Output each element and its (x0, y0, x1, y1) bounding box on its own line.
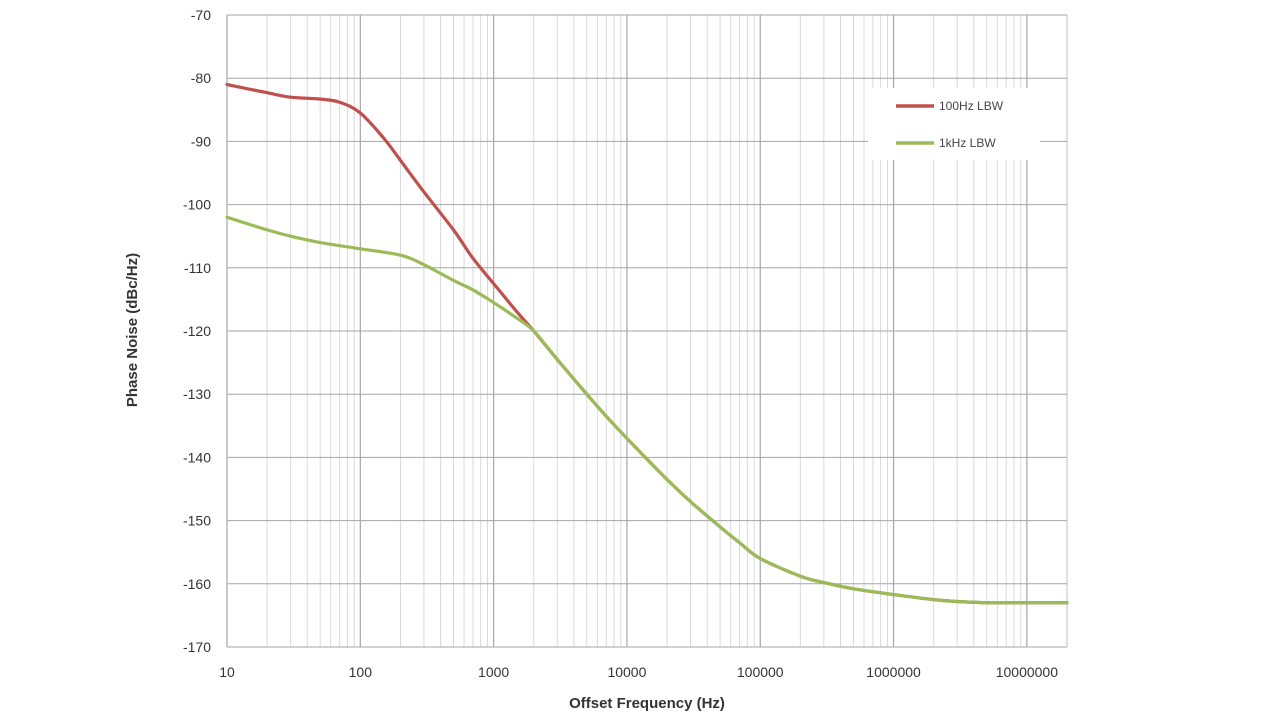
x-tick-label: 10 (219, 664, 235, 680)
y-tick-label: -120 (183, 323, 211, 339)
y-tick-label: -70 (191, 7, 211, 23)
y-tick-label: -130 (183, 386, 211, 402)
y-tick-label: -110 (184, 260, 211, 276)
series-line-1khz-lbw (225, 215, 1069, 605)
major-gridlines (226, 14, 1068, 648)
x-tick-label: 10000000 (996, 664, 1059, 680)
series-lines (225, 82, 1069, 605)
legend-label-100hz-lbw: 100Hz LBW (939, 99, 1004, 113)
x-tick-label: 100 (349, 664, 373, 680)
x-axis-title: Offset Frequency (Hz) (569, 695, 725, 712)
x-tick-label: 10000 (607, 664, 646, 680)
y-axis-title: Phase Noise (dBc/Hz) (124, 253, 141, 407)
x-tick-label: 100000 (737, 664, 784, 680)
series-line-100hz-lbw (225, 82, 1069, 605)
legend-background (868, 88, 1040, 160)
y-tick-label: -140 (183, 449, 211, 465)
y-tick-label: -170 (183, 639, 211, 655)
y-axis-tick-labels: -70 -80 -90 -100 -110 -120 -130 -140 -150 -160 -17… (183, 7, 211, 655)
y-tick-label: -80 (191, 70, 211, 86)
legend-label-1khz-lbw: 1kHz LBW (939, 136, 996, 150)
legend: 100Hz LBW 1kHz LBW (868, 88, 1040, 160)
y-tick-label: -90 (191, 133, 211, 149)
y-tick-label: -100 (183, 197, 211, 213)
x-axis-tick-labels: 10 100 1000 10000 100000 1000000 10000000 (219, 664, 1058, 680)
x-tick-label: 1000000 (866, 664, 921, 680)
x-tick-label: 1000 (478, 664, 509, 680)
y-tick-label: -160 (183, 576, 211, 592)
y-tick-label: -150 (183, 513, 211, 529)
